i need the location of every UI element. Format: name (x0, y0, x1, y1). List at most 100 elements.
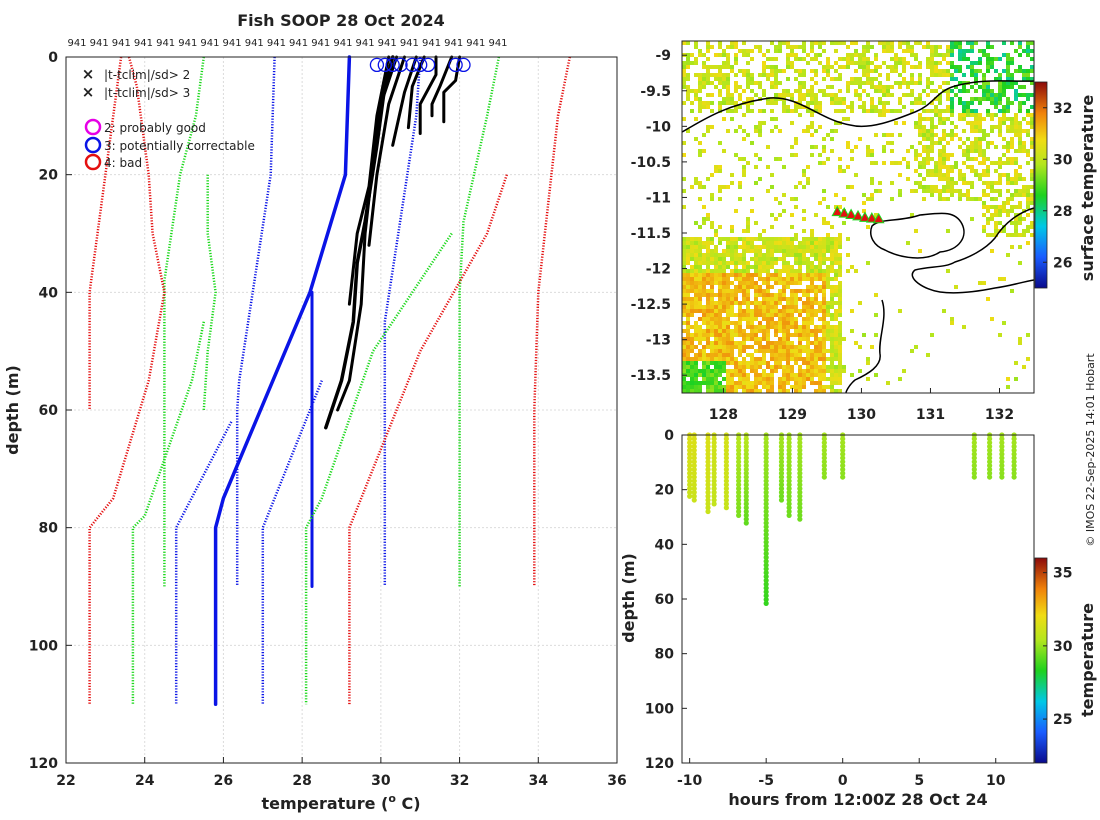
map-sst-cell (1022, 365, 1026, 369)
map-sst-cell (822, 317, 826, 321)
map-sst-cell (782, 345, 786, 349)
map-sst-cell (1030, 113, 1034, 117)
map-sst-cell (926, 117, 930, 121)
map-sst-cell (802, 305, 806, 309)
map-sst-cell (714, 313, 718, 317)
map-sst-cell (966, 197, 970, 201)
td-cast-point (797, 508, 803, 515)
map-sst-cell (826, 377, 830, 381)
map-sst-cell (682, 293, 686, 297)
map-sst-cell (866, 73, 870, 77)
map-sst-cell (766, 321, 770, 325)
map-sst-cell (718, 389, 722, 393)
map-sst-cell (934, 133, 938, 137)
map-sst-cell (822, 357, 826, 361)
td-cast-point (971, 466, 977, 473)
map-sst-cell (1022, 233, 1026, 237)
map-sst-cell (726, 389, 730, 393)
map-sst-cell (798, 253, 802, 257)
td-cast-point (987, 443, 993, 450)
map-sst-cell (690, 89, 694, 93)
map-sst-cell (894, 65, 898, 69)
map-sst-cell (702, 313, 706, 317)
map-sst-cell (702, 81, 706, 85)
map-sst-cell (1022, 229, 1026, 233)
map-sst-cell (846, 141, 850, 145)
map-sst-cell (874, 105, 878, 109)
map-sst-cell (766, 345, 770, 349)
map-sst-cell (762, 65, 766, 69)
map-sst-cell (930, 49, 934, 53)
map-sst-cell (982, 169, 986, 173)
map-sst-cell (826, 321, 830, 325)
map-sst-cell (1010, 141, 1014, 145)
td-cast-point (840, 436, 846, 442)
map-sst-cell (742, 277, 746, 281)
map-sst-cell (818, 369, 822, 373)
td-cast-point (711, 470, 717, 476)
map-sst-cell (786, 109, 790, 113)
td-cast-point (797, 516, 803, 522)
map-sst-cell (826, 233, 830, 237)
map-sst-cell (806, 357, 810, 361)
map-sst-cell (970, 125, 974, 129)
map-sst-cell (966, 113, 970, 117)
map-sst-cell (758, 109, 762, 113)
map-sst-cell (770, 185, 774, 189)
map-sst-cell (790, 109, 794, 113)
map-sst-cell (898, 309, 902, 313)
map-sst-cell (962, 173, 966, 177)
map-sst-cell (978, 197, 982, 201)
map-sst-cell (982, 149, 986, 153)
map-sst-cell (722, 149, 726, 153)
map-sst-cell (866, 261, 870, 265)
td-xtick-label: 5 (914, 773, 924, 789)
map-sst-cell (838, 257, 842, 261)
map-sst-cell (710, 369, 714, 373)
map-sst-cell (814, 257, 818, 261)
map-sst-cell (1030, 125, 1034, 129)
profile-series-line (235, 56, 276, 587)
map-sst-cell (834, 253, 838, 257)
map-sst-cell (742, 313, 746, 317)
map-sst-cell (742, 293, 746, 297)
map-sst-cell (958, 101, 962, 105)
td-cast-point (778, 463, 785, 469)
map-sst-cell (722, 273, 726, 277)
map-sst-cell (978, 121, 982, 125)
map-sst-cell (698, 293, 702, 297)
map-sst-cell (714, 381, 718, 385)
map-sst-cell (686, 309, 690, 313)
map-sst-cell (774, 77, 778, 81)
map-sst-cell (686, 361, 690, 365)
map-sst-cell (982, 53, 986, 57)
map-sst-cell (726, 317, 730, 321)
map-sst-cell (978, 281, 982, 285)
map-sst-cell (886, 109, 890, 113)
map-sst-cell (834, 337, 838, 341)
map-sst-cell (1030, 225, 1034, 229)
profile-top-label: 941 (200, 38, 219, 49)
map-sst-cell (702, 77, 706, 81)
td-cast-point (743, 478, 749, 484)
td-cast-point (999, 463, 1005, 469)
map-sst-cell (714, 341, 718, 345)
td-cast-point (763, 451, 769, 457)
map-sst-cell (950, 89, 954, 93)
map-sst-cell (962, 177, 966, 181)
map-sst-cell (926, 173, 930, 177)
map-sst-cell (1002, 81, 1006, 85)
map-track-marker (845, 208, 857, 220)
map-sst-cell (922, 165, 926, 169)
td-cast-point (797, 451, 803, 457)
map-sst-cell (958, 177, 962, 181)
map-sst-cell (682, 141, 686, 145)
map-sst-cell (746, 373, 750, 377)
map-sst-cell (818, 365, 822, 369)
map-sst-cell (722, 389, 726, 393)
map-sst-cell (966, 157, 970, 161)
map-sst-cell (698, 317, 702, 321)
profile-series-line (213, 55, 352, 706)
map-sst-cell (758, 277, 762, 281)
map-sst-cell (682, 281, 686, 285)
